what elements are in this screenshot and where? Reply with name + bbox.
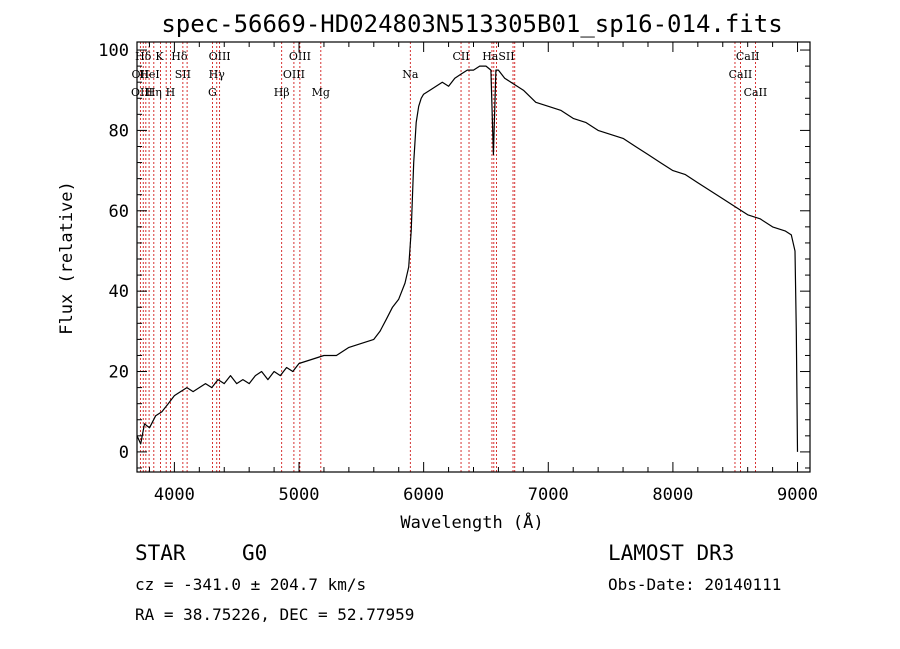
obs-date-text: Obs-Date: 20140111 — [608, 575, 781, 594]
object-subclass: G0 — [242, 541, 267, 565]
x-axis-label: Wavelength (Å) — [400, 511, 543, 533]
line-label: CaII — [744, 86, 768, 99]
y-axis-label: Flux (relative) — [57, 181, 77, 335]
plot-frame — [136, 41, 811, 473]
line-label: Mg — [312, 86, 330, 99]
survey-name: LAMOST DR3 — [608, 541, 734, 565]
line-label: CII — [452, 50, 469, 63]
line-label: Hη — [146, 86, 162, 99]
redshift-text: cz = -341.0 ± 204.7 km/s — [135, 575, 366, 594]
line-label: HeI — [139, 68, 159, 81]
y-tick-label: 60 — [109, 202, 129, 222]
coordinates-text: RA = 38.75226, DEC = 52.77959 — [135, 605, 414, 624]
y-tick-label: 40 — [109, 282, 129, 302]
line-label: OIII — [209, 50, 231, 63]
y-tick-label: 100 — [98, 41, 129, 61]
line-label: Hδ — [135, 50, 152, 63]
x-tick-label: 4000 — [154, 485, 195, 505]
x-tick-label: 9000 — [777, 485, 818, 505]
x-tick-label: 6000 — [403, 485, 444, 505]
axis-ticks: 4000 5000 6000 7000 8000 9000 0 20 40 60 80 100 — [98, 41, 818, 505]
y-tick-label: 20 — [109, 363, 129, 383]
x-tick-label: 8000 — [652, 485, 693, 505]
x-tick-label: 7000 — [528, 485, 569, 505]
line-label: HaSII — [482, 50, 514, 63]
chart-title: spec-56669-HD024803N513305B01_sp16-014.f… — [161, 10, 782, 38]
y-tick-label: 80 — [109, 121, 129, 141]
x-tick-label: 5000 — [279, 485, 320, 505]
spectrum-series — [136, 65, 799, 452]
line-label: OIII — [283, 68, 305, 81]
line-label: Hγ — [209, 68, 226, 81]
line-label: OIII — [289, 50, 311, 63]
line-label: Hδ — [171, 50, 188, 63]
line-label: H — [166, 86, 176, 99]
line-label: Na — [402, 68, 419, 81]
line-label: K — [155, 50, 164, 63]
line-label: SII — [175, 68, 191, 81]
line-label: CaII — [736, 50, 760, 63]
object-class: STAR — [135, 541, 186, 565]
y-tick-label: 0 — [119, 443, 129, 463]
line-label: CaII — [729, 68, 753, 81]
line-label: G — [208, 86, 217, 99]
spectrum-line — [136, 65, 799, 452]
line-label: OII — [132, 68, 150, 81]
line-label: Hβ — [274, 86, 290, 99]
